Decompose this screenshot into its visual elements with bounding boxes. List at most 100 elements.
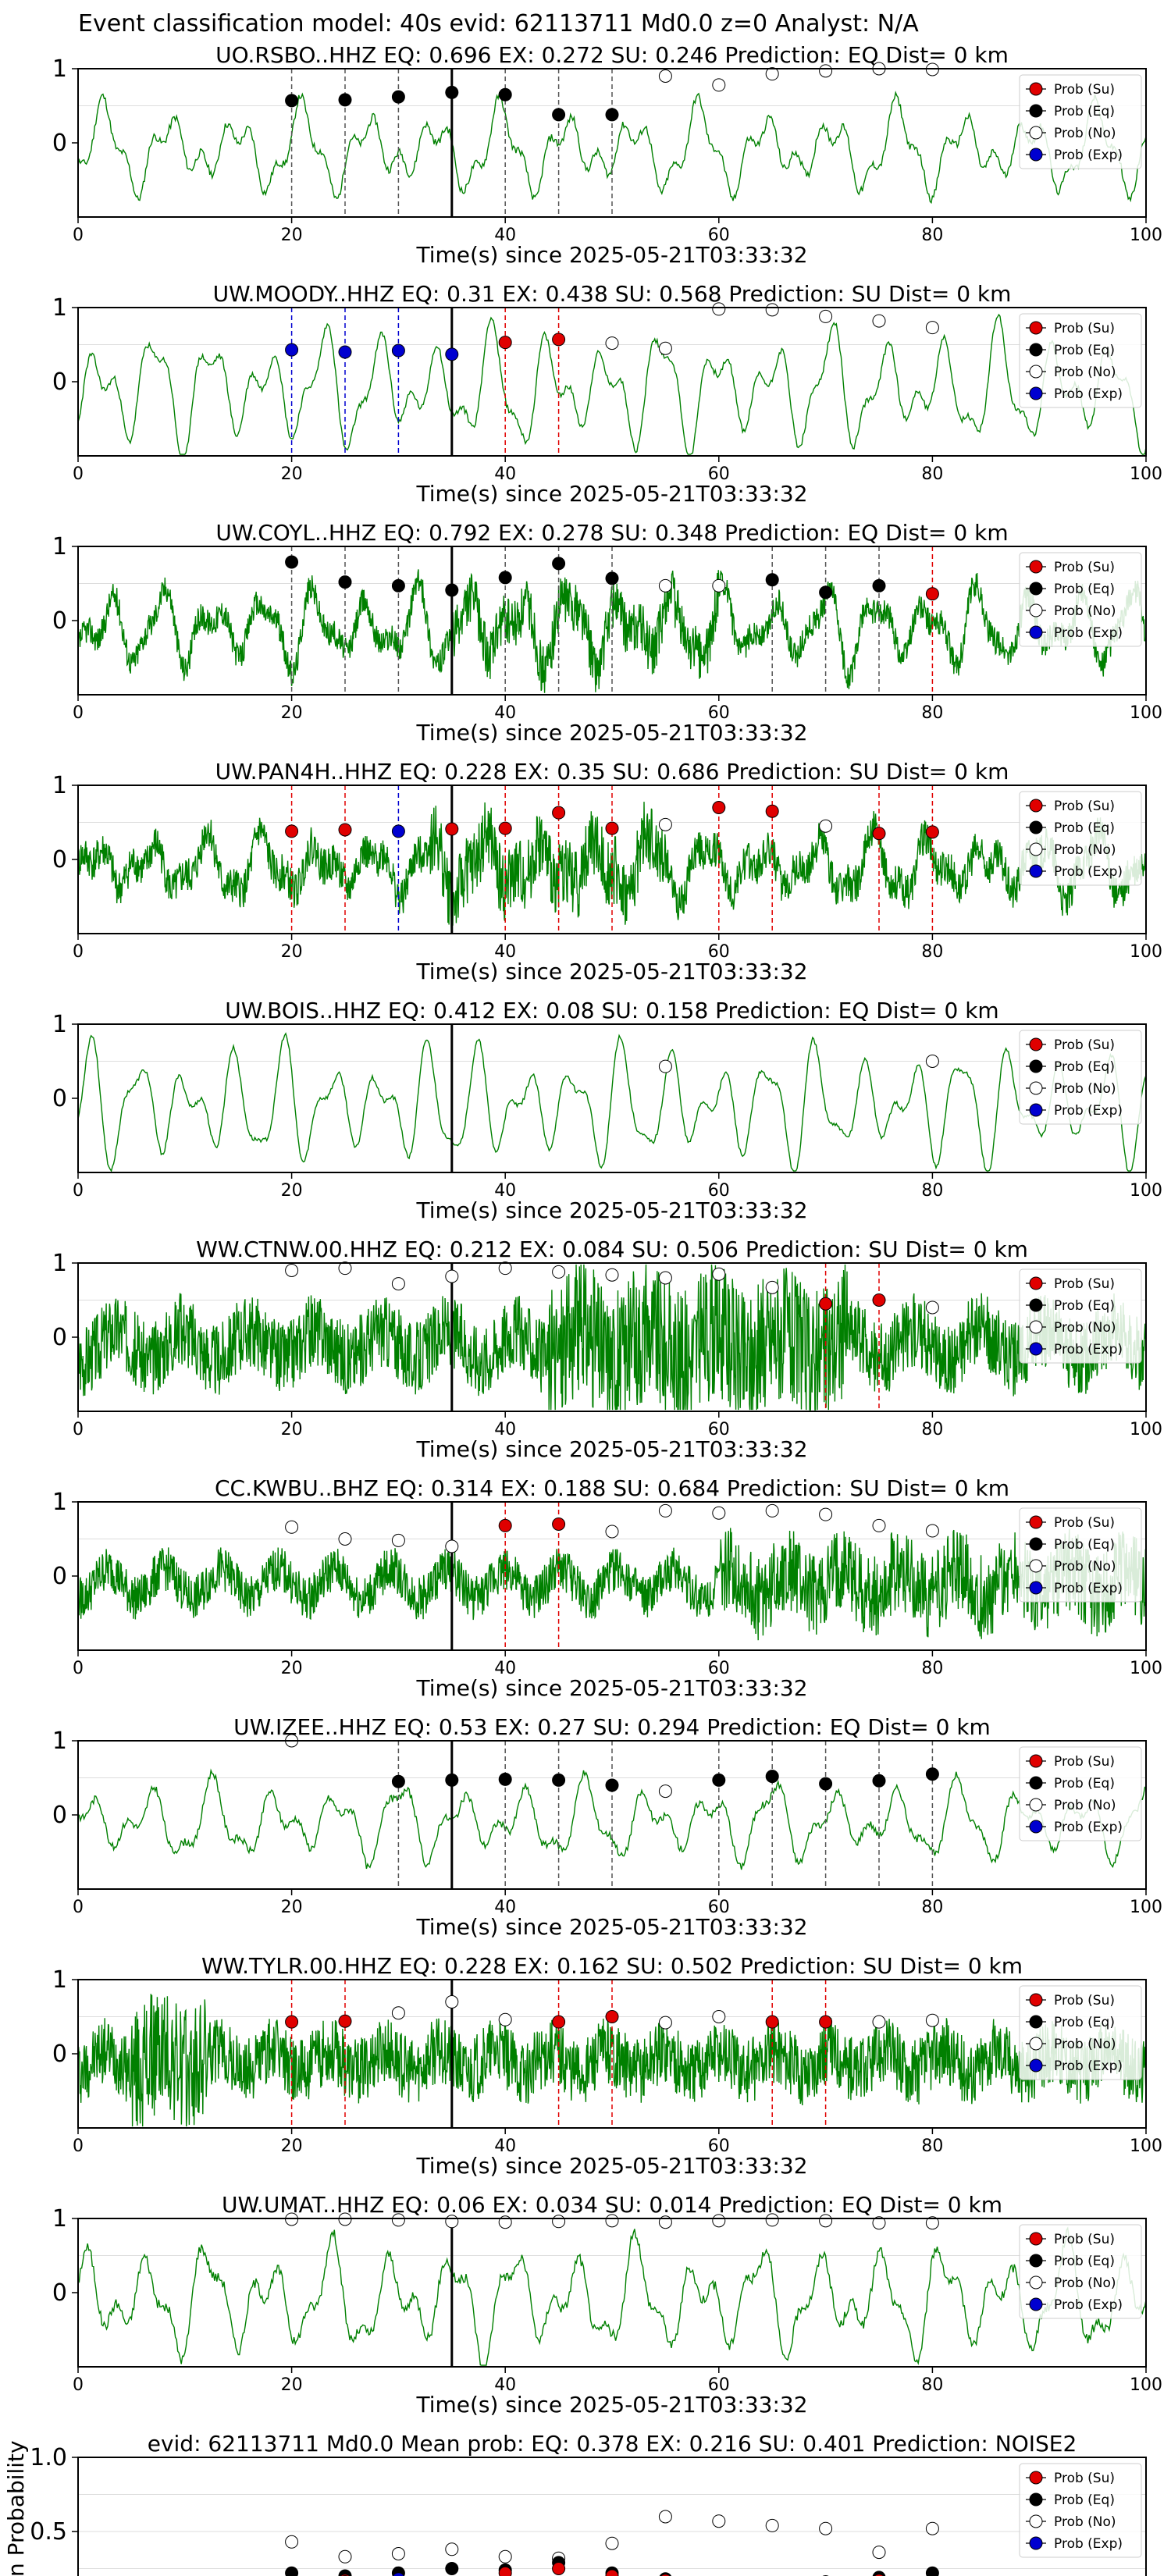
legend-label: Prob (Exp) — [1054, 2058, 1123, 2074]
y-tick-label: 0 — [52, 607, 67, 635]
prob-marker-su — [552, 333, 566, 347]
x-tick-label: 80 — [921, 703, 943, 723]
legend-label: Prob (No) — [1054, 2275, 1116, 2291]
x-axis-label: Time(s) since 2025-05-21T03:33:32 — [415, 959, 807, 984]
y-tick-label: 1 — [52, 1489, 67, 1516]
prob-marker-no — [445, 1539, 459, 1553]
mean-prob-marker-su — [874, 2574, 884, 2576]
waveform-trace — [77, 2226, 1147, 2366]
prob-marker-su — [872, 827, 886, 841]
prob-marker-no — [658, 69, 672, 83]
prob-marker-su — [338, 823, 352, 837]
legend-marker-exp — [1029, 2297, 1043, 2311]
prob-marker-su — [605, 821, 619, 835]
mean-prob-marker-su — [605, 2569, 619, 2576]
prob-marker-no — [872, 2015, 886, 2029]
prob-marker-no — [338, 1532, 352, 1546]
legend-marker-no — [1029, 842, 1043, 856]
prob-marker-exp — [338, 345, 352, 359]
mean-prob-marker-eq — [925, 2566, 939, 2576]
x-axis-label: Time(s) since 2025-05-21T03:33:32 — [415, 2153, 807, 2179]
legend-marker-no — [1029, 1320, 1043, 1334]
x-tick-label: 40 — [494, 703, 516, 723]
legend-box — [1019, 1030, 1142, 1125]
x-tick-label: 60 — [708, 2137, 730, 2156]
mean-prob-marker-no — [391, 2547, 405, 2560]
x-tick-label: 80 — [921, 226, 943, 245]
legend-label: Prob (Eq) — [1054, 1537, 1115, 1553]
x-tick-label: 40 — [494, 2375, 516, 2395]
prob-marker-eq — [552, 557, 566, 571]
legend-marker-exp — [1029, 1103, 1043, 1117]
legend-marker-no — [1029, 603, 1043, 617]
prob-marker-no — [605, 1525, 619, 1539]
x-tick-label: 100 — [1130, 1659, 1162, 1678]
legend-label: Prob (Eq) — [1054, 2254, 1115, 2269]
prob-marker-no — [605, 336, 619, 350]
waveform-trace — [77, 1032, 1147, 1172]
legend-label: Prob (Su) — [1054, 2471, 1115, 2486]
prob-marker-no — [658, 1784, 672, 1799]
y-tick-label: 0 — [52, 1563, 67, 1590]
x-tick-label: 0 — [73, 1420, 84, 1439]
prob-marker-eq — [605, 1778, 619, 1792]
prob-marker-eq — [285, 94, 299, 108]
prob-marker-no — [445, 1995, 459, 2008]
panel-title: UW.COYL..HHZ EQ: 0.792 EX: 0.278 SU: 0.3… — [215, 520, 1008, 546]
legend-label: Prob (Exp) — [1054, 625, 1123, 641]
x-tick-label: 100 — [1130, 1181, 1162, 1201]
panel-title: UW.UMAT..HHZ EQ: 0.06 EX: 0.034 SU: 0.01… — [222, 2192, 1002, 2218]
prob-marker-eq — [498, 87, 512, 101]
prob-marker-no — [712, 2214, 726, 2228]
legend-marker-eq — [1029, 1298, 1043, 1312]
x-tick-label: 0 — [73, 1898, 84, 1917]
x-tick-label: 80 — [921, 1898, 943, 1917]
prob-marker-no — [391, 1277, 405, 1291]
x-tick-label: 20 — [281, 1898, 303, 1917]
legend-label: Prob (Eq) — [1054, 2492, 1115, 2508]
legend-marker-eq — [1029, 1059, 1043, 1073]
legend-label: Prob (Su) — [1054, 1515, 1115, 1531]
x-tick-label: 80 — [921, 1659, 943, 1678]
prob-marker-eq — [552, 108, 566, 122]
legend-label: Prob (No) — [1054, 126, 1116, 141]
panel-title: UW.BOIS..HHZ EQ: 0.412 EX: 0.08 SU: 0.15… — [225, 998, 998, 1023]
x-tick-label: 20 — [281, 2375, 303, 2395]
figure-title: Event classification model: 40s evid: 62… — [78, 10, 919, 37]
panel-title: UW.IZEE..HHZ EQ: 0.53 EX: 0.27 SU: 0.294… — [233, 1714, 991, 1740]
legend-marker-su — [1029, 1276, 1043, 1290]
prob-marker-no — [658, 1059, 672, 1073]
prob-marker-no — [819, 64, 833, 78]
mean-prob-marker-no — [925, 2521, 939, 2535]
prob-marker-no — [925, 1300, 939, 1315]
x-tick-label: 60 — [708, 942, 730, 962]
prob-marker-eq — [338, 575, 352, 589]
legend-label: Prob (No) — [1054, 842, 1116, 858]
mean-prob-marker-no — [658, 2510, 672, 2524]
y-tick-label: 1 — [52, 1011, 67, 1038]
x-axis-label: Time(s) since 2025-05-21T03:33:32 — [415, 720, 807, 745]
prob-marker-exp — [285, 343, 299, 357]
panel-1: UO.RSBO..HHZ EQ: 0.696 EX: 0.272 SU: 0.2… — [52, 42, 1162, 268]
x-tick-label: 0 — [73, 226, 84, 245]
x-tick-label: 60 — [708, 1420, 730, 1439]
legend-label: Prob (Eq) — [1054, 1298, 1115, 1314]
legend-label: Prob (Exp) — [1054, 864, 1123, 880]
legend-marker-eq — [1029, 343, 1043, 357]
prob-marker-no — [552, 1265, 566, 1279]
mean-prob-marker-eq — [285, 2566, 299, 2576]
legend-marker-no — [1029, 2275, 1043, 2290]
legend-marker-eq — [1029, 2015, 1043, 2029]
legend-box — [1019, 1985, 1142, 2080]
x-tick-label: 20 — [281, 464, 303, 484]
legend-marker-no — [1029, 1559, 1043, 1573]
prob-marker-no — [391, 1533, 405, 1547]
axes-frame — [77, 1023, 1147, 1173]
y-tick-label: 0 — [52, 1802, 67, 1829]
x-tick-label: 60 — [708, 1659, 730, 1678]
prob-marker-su — [712, 801, 726, 814]
y-tick-label: 0 — [52, 130, 67, 157]
x-tick-label: 60 — [708, 703, 730, 723]
x-tick-label: 60 — [708, 464, 730, 484]
legend-label: Prob (Exp) — [1054, 1342, 1123, 1357]
